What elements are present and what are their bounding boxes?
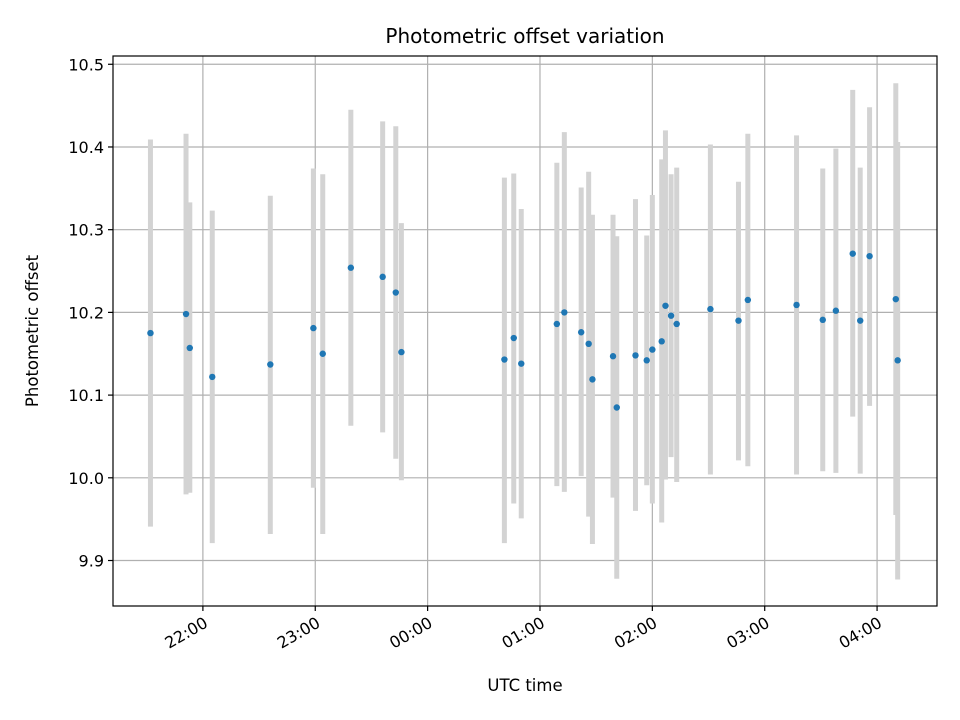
data-point (857, 317, 864, 324)
data-point (866, 252, 873, 260)
data-point (510, 334, 517, 342)
y-tick-label: 10.2 (68, 303, 104, 322)
data-point (707, 305, 714, 313)
y-axis-ticks: 9.9 10.0 10.1 10.2 10.3 10.4 10.5 (68, 55, 113, 571)
data-point (849, 250, 856, 257)
plot-frame (112, 55, 938, 607)
data-point (398, 348, 405, 356)
data-point (577, 329, 585, 336)
x-axis-label: UTC time (487, 676, 562, 695)
data-point (667, 312, 675, 319)
data-point (392, 289, 399, 296)
data-point (501, 356, 508, 363)
y-tick-label: 10.1 (68, 386, 104, 405)
y-tick-label: 10.0 (68, 469, 104, 488)
data-point (267, 361, 274, 368)
data-point (892, 295, 899, 303)
data-point (658, 338, 665, 345)
y-tick-label: 10.5 (68, 55, 104, 74)
data-point (649, 346, 656, 353)
data-point (518, 360, 525, 367)
y-tick-label: 10.4 (68, 138, 104, 157)
data-point (894, 357, 901, 364)
data-point (589, 376, 596, 383)
data-point (553, 320, 561, 328)
data-point (147, 329, 154, 337)
data-point (182, 310, 190, 318)
data-point (209, 373, 216, 381)
data-point (310, 324, 317, 332)
data-points (147, 250, 901, 411)
data-point (186, 344, 193, 352)
data-point (613, 404, 620, 411)
data-point (561, 309, 568, 316)
data-point (793, 301, 800, 309)
data-point (632, 352, 639, 359)
data-point (735, 317, 742, 324)
data-point (319, 350, 326, 357)
data-point (347, 264, 355, 271)
data-point (832, 307, 840, 314)
y-axis-label: Photometric offset (23, 254, 42, 407)
data-point (662, 302, 669, 309)
data-point (673, 320, 680, 328)
data-point (379, 273, 386, 281)
y-tick-label: 9.9 (79, 552, 104, 571)
data-point (609, 353, 617, 360)
data-point (819, 316, 826, 324)
y-tick-label: 10.3 (68, 221, 104, 240)
data-point (744, 296, 752, 304)
data-point (585, 340, 592, 348)
data-point (643, 357, 650, 364)
chart-title: Photometric offset variation (385, 24, 664, 48)
